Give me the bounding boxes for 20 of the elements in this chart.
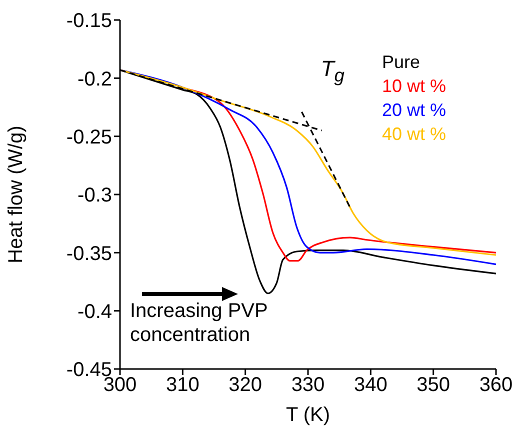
y-axis-title: Heat flow (W/g) (5, 126, 28, 264)
y-tick-label: -0.3 (78, 184, 112, 207)
y-tick-label: -0.2 (78, 68, 112, 90)
y-tick-label: -0.4 (78, 300, 112, 323)
x-tick-label: 320 (228, 374, 262, 396)
y-tick-label: -0.15 (66, 10, 112, 32)
y-tick-label: -0.35 (66, 242, 112, 265)
annotation: T$_{g}$ (320, 56, 344, 87)
y-tick-label: -0.25 (66, 126, 112, 148)
text: 10 wt % (382, 75, 446, 98)
x-axis-title: T (K) (286, 404, 330, 426)
x-tick-label: 310 (166, 374, 200, 396)
annotation: Increasing PVP concentration (130, 299, 268, 347)
text: Pure (382, 51, 421, 74)
x-tick-label: 330 (291, 374, 325, 396)
text: 20 wt % (382, 99, 446, 122)
x-tick-label: 340 (354, 374, 388, 396)
x-tick-label: 360 (479, 374, 513, 396)
text: 40 wt % (382, 123, 446, 146)
x-tick-label: 350 (416, 374, 450, 396)
